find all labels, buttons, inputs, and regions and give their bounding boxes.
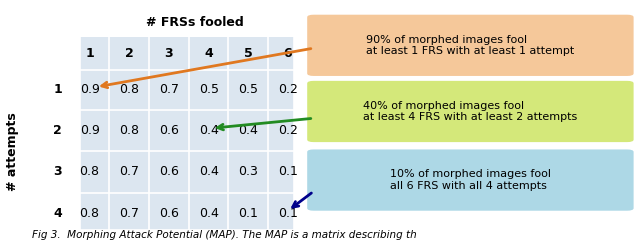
Text: 0.4: 0.4 [238, 124, 259, 137]
Text: 3: 3 [164, 47, 173, 61]
Text: 6: 6 [284, 47, 292, 61]
Text: 0.7: 0.7 [119, 207, 140, 220]
Text: 0.3: 0.3 [238, 165, 259, 178]
Text: 0.7: 0.7 [119, 165, 140, 178]
Text: 0.5: 0.5 [198, 83, 219, 96]
Text: 0.7: 0.7 [159, 83, 179, 96]
Text: 0.8: 0.8 [79, 165, 100, 178]
Text: 1: 1 [53, 83, 62, 96]
Text: 4: 4 [204, 47, 213, 61]
Text: 4: 4 [53, 207, 62, 220]
FancyBboxPatch shape [307, 15, 634, 76]
Text: 0.4: 0.4 [198, 207, 219, 220]
Text: 0.2: 0.2 [278, 124, 298, 137]
Text: 2: 2 [125, 47, 134, 61]
Text: 40% of morphed images fool
at least 4 FRS with at least 2 attempts: 40% of morphed images fool at least 4 FR… [364, 101, 577, 122]
Text: 0.9: 0.9 [79, 124, 100, 137]
Text: 0.8: 0.8 [79, 207, 100, 220]
Text: 0.1: 0.1 [278, 165, 298, 178]
Text: 0.1: 0.1 [238, 207, 259, 220]
FancyBboxPatch shape [307, 81, 634, 142]
Text: 3: 3 [53, 165, 62, 178]
Text: 0.1: 0.1 [278, 207, 298, 220]
Text: 2: 2 [53, 124, 62, 137]
Text: 0.8: 0.8 [119, 83, 140, 96]
FancyBboxPatch shape [80, 37, 294, 230]
Text: 0.5: 0.5 [238, 83, 259, 96]
Text: 0.4: 0.4 [198, 124, 219, 137]
Text: 0.6: 0.6 [159, 124, 179, 137]
Text: 10% of morphed images fool
all 6 FRS with all 4 attempts: 10% of morphed images fool all 6 FRS wit… [390, 169, 551, 191]
Text: 0.4: 0.4 [198, 165, 219, 178]
Text: 0.6: 0.6 [159, 165, 179, 178]
Text: # attempts: # attempts [6, 112, 19, 191]
Text: Fig 3.  Morphing Attack Potential (MAP). The MAP is a matrix describing th: Fig 3. Morphing Attack Potential (MAP). … [31, 230, 417, 240]
FancyBboxPatch shape [307, 149, 634, 211]
Text: 0.9: 0.9 [79, 83, 100, 96]
Text: 5: 5 [244, 47, 253, 61]
Text: 0.8: 0.8 [119, 124, 140, 137]
Text: 90% of morphed images fool
at least 1 FRS with at least 1 attempt: 90% of morphed images fool at least 1 FR… [366, 35, 575, 56]
Text: 0.2: 0.2 [278, 83, 298, 96]
Text: 0.6: 0.6 [159, 207, 179, 220]
Text: 1: 1 [85, 47, 94, 61]
Text: # FRSs fooled: # FRSs fooled [147, 15, 244, 29]
